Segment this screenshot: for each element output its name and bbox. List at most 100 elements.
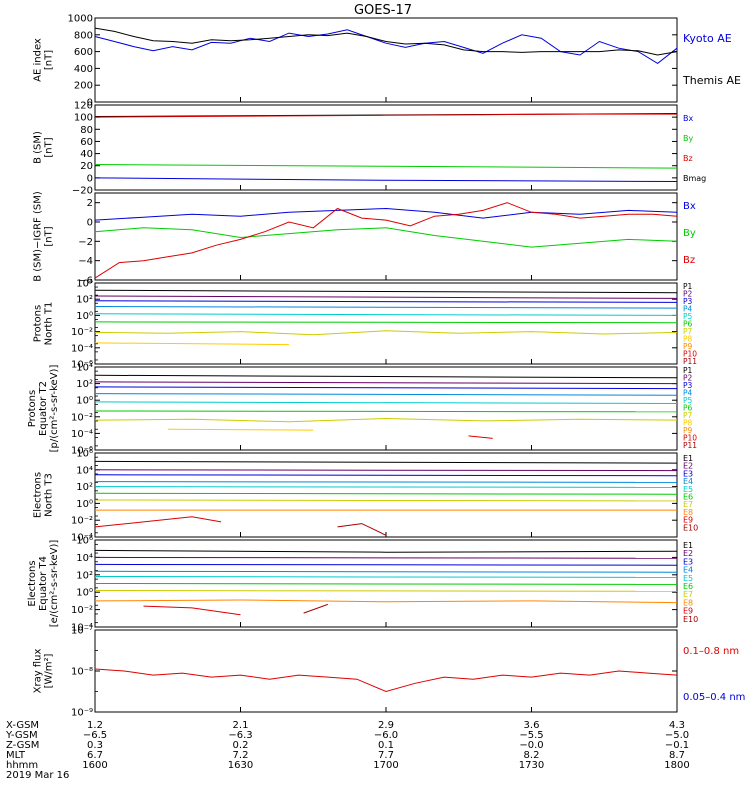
y-tick-label: 0 — [87, 173, 93, 184]
series-line-e1 — [94, 549, 678, 553]
series-line-p4 — [94, 393, 678, 396]
legend-label: Bx — [683, 201, 696, 212]
series-line-e3 — [94, 563, 678, 566]
series-line-p5 — [94, 313, 678, 316]
y-tick-label: 10⁴ — [76, 465, 93, 476]
ephemeris-value: −6.5 — [83, 730, 107, 741]
legend-label: E2 — [683, 462, 693, 471]
y-axis-label: North T1 — [44, 302, 55, 346]
ephemeris-value: 3.6 — [524, 720, 540, 731]
panel-frame — [94, 629, 678, 713]
series-line-p4 — [94, 306, 678, 309]
y-axis-label: [nT] — [44, 226, 55, 246]
series-line-e5 — [94, 576, 678, 578]
ephemeris-value: −6.0 — [374, 730, 398, 741]
panel-frame — [94, 104, 678, 191]
legend-label: P6 — [683, 404, 693, 413]
legend-label: E10 — [683, 523, 698, 532]
ephemeris-value: 7.7 — [378, 750, 394, 761]
y-axis-label: [W/m²] — [44, 653, 55, 688]
y-axis-label: Xray flux — [33, 649, 44, 694]
legend-label: E4 — [683, 566, 693, 575]
ephemeris-value: 6.7 — [87, 750, 103, 761]
series-line-p7 — [94, 330, 678, 336]
ephemeris-label: MLT — [6, 750, 26, 761]
legend-label: P1 — [683, 282, 693, 291]
series-line-e3 — [94, 474, 678, 477]
series-line-p10 — [468, 435, 493, 439]
legend-label: E4 — [683, 477, 693, 486]
ephemeris-label: hhmm — [6, 760, 38, 771]
y-tick-label: 10⁻⁴ — [71, 533, 93, 544]
legend-label: E9 — [683, 607, 693, 616]
series-line-e7 — [94, 590, 678, 592]
legend-label: P6 — [683, 320, 693, 329]
y-tick-label: 800 — [74, 30, 93, 41]
ephemeris-value: −0.1 — [665, 740, 689, 751]
y-tick-label: 40 — [80, 149, 93, 160]
y-tick-label: 100 — [74, 113, 93, 124]
y-tick-label: 400 — [74, 64, 93, 75]
legend-label: E3 — [683, 469, 693, 478]
y-tick-label: 80 — [80, 125, 93, 136]
series-line-by — [94, 164, 678, 169]
y-axis-label: [e/(cm²-s-sr-keV)] — [49, 540, 60, 628]
y-axis-label: North T3 — [44, 473, 55, 517]
legend-label: E1 — [683, 541, 693, 550]
y-axis-label: B (SM)−IGRF (SM) — [33, 191, 44, 282]
legend-label: P10 — [683, 350, 697, 359]
series-line-bz — [94, 113, 677, 118]
panel-frame — [94, 282, 678, 365]
legend-label: Kyoto AE — [683, 32, 732, 45]
y-axis-label: [p/(cm²-s-sr-keV)] — [49, 365, 60, 453]
series-line-themis-ae — [94, 27, 678, 56]
legend-label: E9 — [683, 516, 693, 525]
series-line-p3 — [94, 386, 678, 390]
panel-frame — [94, 17, 678, 103]
y-tick-label: 10⁻² — [71, 605, 93, 616]
y-tick-label: 1000 — [68, 14, 93, 25]
ephemeris-label: X-GSM — [6, 720, 39, 731]
legend-label: P9 — [683, 426, 693, 435]
legend-label: By — [683, 228, 696, 239]
series-line-e2 — [94, 556, 678, 559]
y-tick-label: 10⁻⁸ — [71, 667, 93, 678]
legend-label: Bz — [683, 255, 695, 266]
series-line-e6 — [94, 583, 678, 585]
ephemeris-value: 8.2 — [524, 750, 540, 761]
legend-label: P3 — [683, 381, 693, 390]
y-tick-label: 10⁶ — [76, 536, 93, 547]
y-tick-label: −2 — [78, 237, 93, 248]
series-line-p7 — [94, 417, 678, 423]
legend-label: P11 — [683, 357, 697, 366]
legend-label: P1 — [683, 366, 693, 375]
y-axis-label: B (SM) — [33, 131, 44, 164]
legend-label: P4 — [683, 389, 693, 398]
legend-label: P7 — [683, 411, 693, 420]
legend-label: E2 — [683, 549, 693, 558]
series-line-p8 — [94, 342, 290, 346]
ephemeris-label: Z-GSM — [6, 740, 39, 751]
series-line-p1 — [94, 289, 678, 294]
y-tick-label: 2 — [87, 198, 93, 209]
ephemeris-value: 4.3 — [669, 720, 685, 731]
legend-label: E1 — [683, 454, 693, 463]
legend-label: Bx — [683, 114, 693, 123]
legend-label: E3 — [683, 557, 693, 566]
y-tick-label: 20 — [80, 161, 93, 172]
ephemeris-value: −5.5 — [519, 730, 543, 741]
panel-frame — [94, 452, 678, 538]
series-line-p3 — [94, 300, 678, 303]
legend-label: Bz — [683, 154, 693, 163]
y-axis-label: Electrons — [33, 472, 44, 518]
series-line-e7 — [94, 499, 678, 502]
legend-label: E8 — [683, 508, 693, 517]
series-line-e5 — [94, 486, 678, 488]
y-tick-label: 10⁴ — [76, 553, 93, 564]
series-line-p6 — [94, 410, 678, 413]
series-line-p6 — [94, 321, 678, 324]
y-axis-label: [nT] — [44, 50, 55, 70]
series-line-e4 — [94, 570, 678, 573]
ephemeris-value: 1700 — [373, 760, 398, 771]
